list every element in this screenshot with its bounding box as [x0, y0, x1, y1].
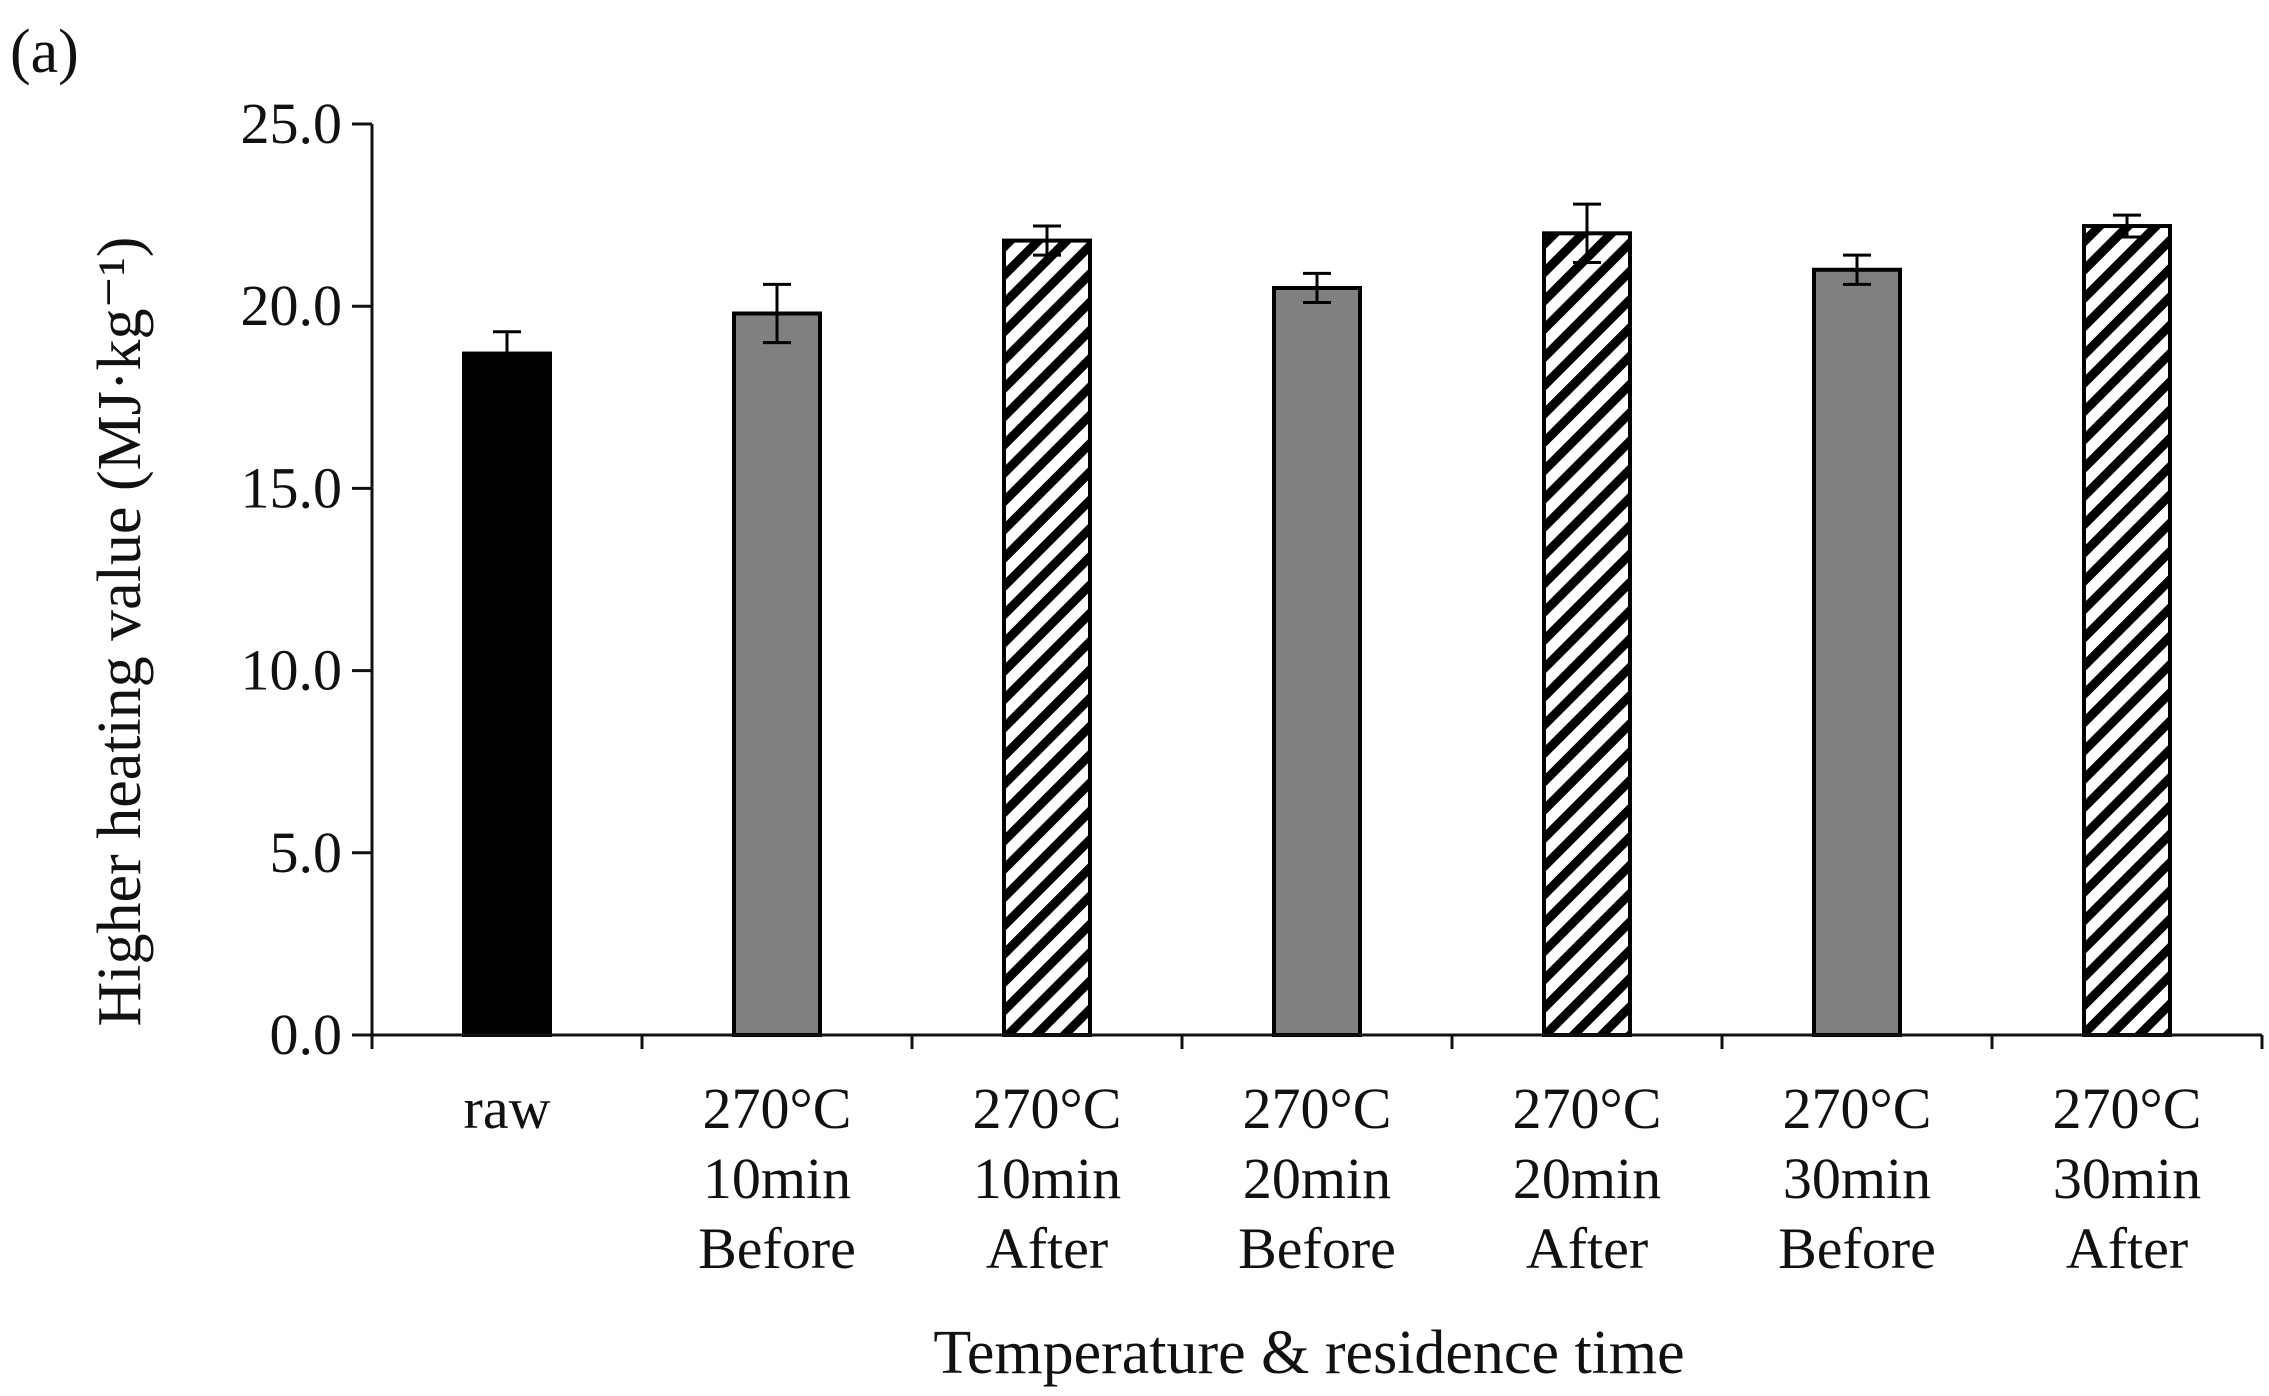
bar [1542, 231, 1632, 1037]
bar [1812, 267, 1902, 1037]
x-category-label: 20min [1513, 1146, 1661, 1211]
x-category-label: raw [464, 1076, 551, 1141]
panel-label: (a) [10, 18, 79, 86]
x-category-label: Before [1778, 1216, 1936, 1281]
y-axis-title: Higher heating value (MJ·kg⁻¹) [86, 237, 154, 1027]
y-tick-label: 10.0 [241, 638, 343, 703]
x-category-label: 10min [703, 1146, 851, 1211]
bar [462, 351, 552, 1037]
x-category-label: 270°C [1513, 1076, 1662, 1141]
x-category-label: After [1526, 1216, 1648, 1281]
y-tick-label: 20.0 [241, 273, 343, 338]
bar [2082, 224, 2172, 1038]
x-category-label: 270°C [973, 1076, 1122, 1141]
x-category-label: 30min [2053, 1146, 2201, 1211]
x-category-label: 270°C [2053, 1076, 2202, 1141]
bar [732, 311, 822, 1038]
x-category-label: 270°C [703, 1076, 852, 1141]
x-category-label: 270°C [1783, 1076, 1932, 1141]
x-axis-title: Temperature & residence time [933, 1319, 1684, 1387]
x-category-label: 20min [1243, 1146, 1391, 1211]
x-category-label: After [2066, 1216, 2188, 1281]
y-tick-label: 0.0 [270, 1002, 343, 1067]
bar [1002, 238, 1092, 1038]
x-category-label: 270°C [1243, 1076, 1392, 1141]
x-category-label: Before [1238, 1216, 1396, 1281]
x-category-label: Before [698, 1216, 856, 1281]
y-tick-label: 5.0 [270, 820, 343, 885]
y-tick-label: 25.0 [241, 91, 343, 156]
bar [1272, 285, 1362, 1038]
y-tick-label: 15.0 [241, 455, 343, 520]
x-category-label: After [986, 1216, 1108, 1281]
x-category-label: 30min [1783, 1146, 1931, 1211]
x-category-label: 10min [973, 1146, 1121, 1211]
